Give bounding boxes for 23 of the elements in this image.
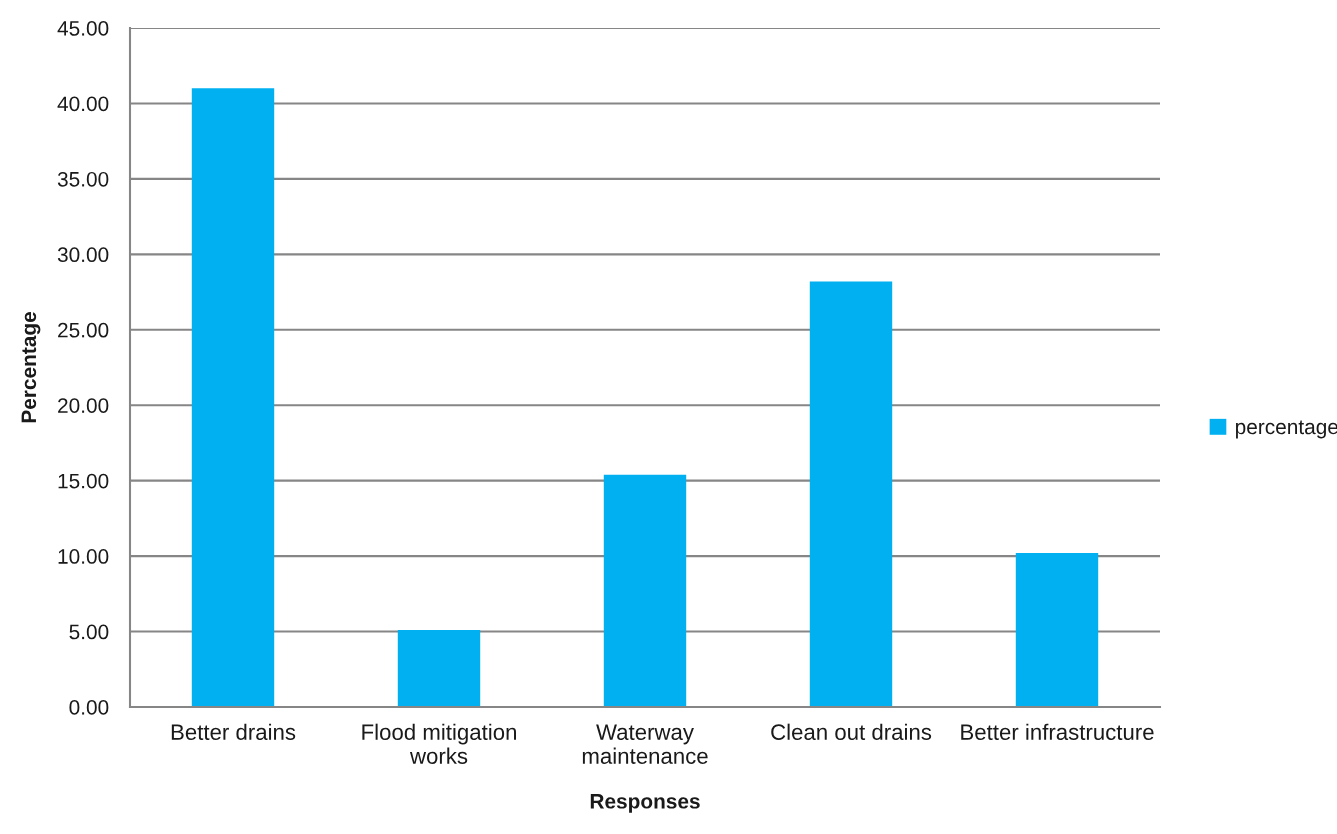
y-tick-label: 25.00 bbox=[58, 322, 109, 338]
x-tick-label: Clean out drains bbox=[771, 723, 932, 740]
y-tick-label: 40.00 bbox=[57, 96, 109, 112]
x-tick-label: Better infrastructure bbox=[961, 723, 1154, 740]
x-axis-title: Responses bbox=[590, 794, 700, 813]
bar bbox=[809, 281, 893, 707]
y-tick-label: 5.00 bbox=[69, 624, 109, 640]
y-tick-label: 0.00 bbox=[69, 700, 109, 715]
y-axis-title: Percentage bbox=[21, 312, 41, 423]
y-tick-label: 35.00 bbox=[57, 171, 109, 187]
y-tick-label: 20.00 bbox=[58, 398, 109, 413]
bar bbox=[1015, 553, 1099, 707]
legend-label: percentage bbox=[1235, 420, 1337, 439]
bar bbox=[397, 630, 481, 707]
bar bbox=[191, 88, 275, 707]
y-tick-label: 30.00 bbox=[57, 247, 109, 263]
x-tick-label: Flood mitigation works bbox=[362, 723, 516, 764]
y-tick-label: 10.00 bbox=[58, 549, 109, 564]
bar bbox=[603, 474, 687, 707]
x-tick-label: Better drains bbox=[171, 723, 296, 740]
y-tick-label: 45.00 bbox=[57, 21, 109, 36]
y-tick-label: 15.00 bbox=[58, 473, 109, 489]
x-tick-label: Waterway maintenance bbox=[582, 724, 708, 764]
